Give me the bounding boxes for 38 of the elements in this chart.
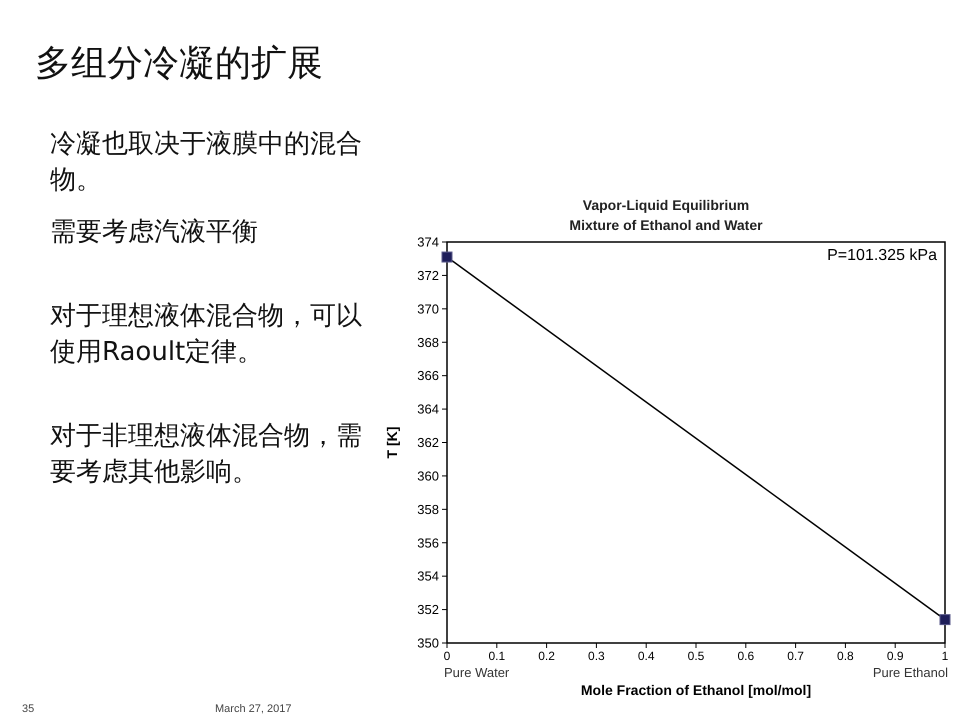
x-tick-label: 0.9 (886, 649, 904, 663)
y-axis-title: T [K] (384, 426, 400, 458)
x-tick-label: 0 (444, 649, 451, 663)
text: 对于非理想液体混合物，需要考虑其他影响。 (50, 421, 362, 487)
x-tick-label: 0.8 (837, 649, 854, 663)
chart-title: Vapor-Liquid Equilibrium (582, 197, 750, 213)
y-tick-label: 358 (417, 502, 439, 517)
y-tick-label: 366 (417, 368, 439, 384)
x-tick-label: 0.4 (638, 649, 655, 663)
text: Pure Water (444, 665, 510, 680)
y-tick-label: 372 (417, 268, 439, 283)
text: 多组分冷凝的扩展 (35, 43, 323, 84)
y-tick-label: 360 (417, 468, 439, 484)
text: March 27, 2017 (215, 703, 292, 715)
y-tick-label: 352 (417, 602, 439, 618)
y-tick-label: 356 (417, 535, 439, 550)
x-tick-label: 0.2 (538, 649, 556, 663)
x-tick-label: 0.3 (588, 649, 606, 663)
x-tick-label: 0.5 (688, 649, 705, 663)
text: 对于理想液体混合物，可以使用Raoult定律。 (50, 301, 362, 367)
y-tick-label: 368 (417, 334, 439, 350)
y-tick-label: 362 (417, 435, 439, 450)
annotation: P=101.325 kPa (827, 247, 938, 264)
y-tick-label: 374 (417, 234, 439, 250)
x-tick-label: 1 (942, 649, 949, 663)
text: 冷凝也取决于液膜中的混合物。 (50, 129, 362, 195)
text: 需要考虑汽液平衡 (50, 217, 258, 247)
y-tick-label: 354 (417, 568, 439, 584)
chart-subtitle: Mixture of Ethanol and Water (569, 217, 764, 233)
y-tick-label: 364 (417, 402, 439, 417)
x-tick-label: 0.1 (488, 649, 506, 663)
text: Pure Ethanol (872, 665, 948, 680)
y-tick-label: 350 (417, 636, 439, 651)
text: 35 (22, 703, 34, 715)
y-tick-label: 370 (417, 301, 439, 316)
x-axis-title: Mole Fraction of Ethanol [mol/mol] (580, 682, 812, 698)
x-tick-label: 0.6 (737, 649, 754, 663)
x-tick-label: 0.7 (787, 649, 804, 663)
